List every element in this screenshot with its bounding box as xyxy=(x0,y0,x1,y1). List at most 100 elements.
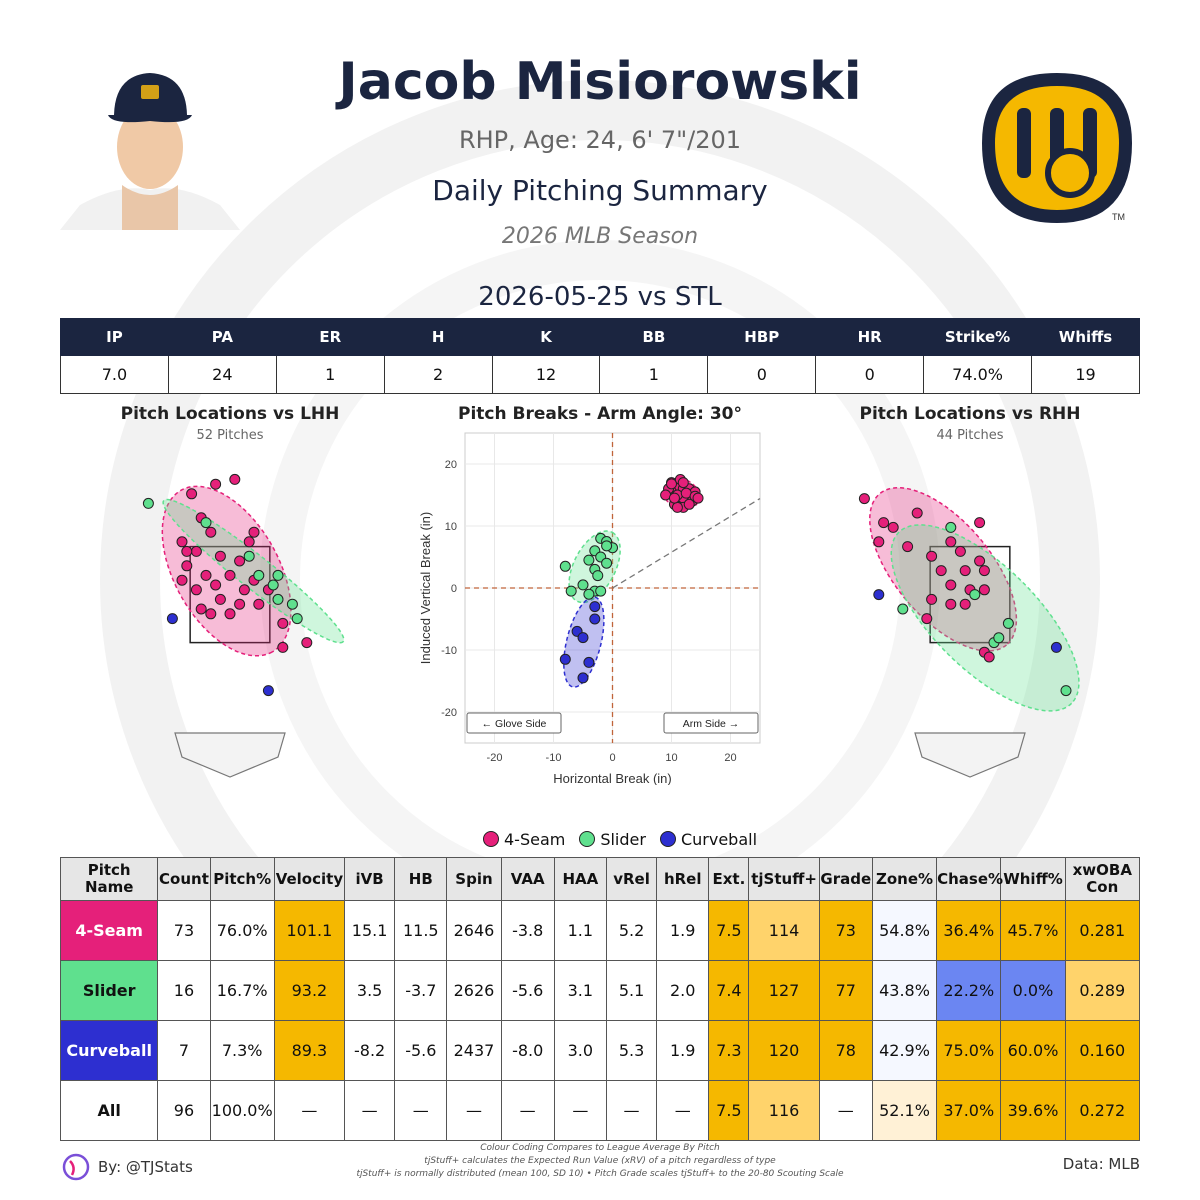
stat-line-table: IP PA ER H K BB HBP HR Strike% Whiffs 7.0 24 1 2 12 1 0… xyxy=(60,318,1140,394)
lhh-point-slider xyxy=(142,497,154,509)
lhh-location-plot xyxy=(142,473,345,778)
table-cell: -3.8 xyxy=(500,900,555,961)
breaks-point-curveball xyxy=(583,656,595,668)
rhh-point-4-seam xyxy=(954,545,966,557)
lhh-point-4-seam xyxy=(200,569,212,581)
rhh-point-4-seam xyxy=(902,541,914,553)
rhh-point-4-seam xyxy=(945,579,957,591)
rhh-point-slider xyxy=(945,521,957,533)
breaks-point-4-seam xyxy=(671,501,683,513)
table-cell: 5.3 xyxy=(605,1020,658,1081)
stat-value-k: 12 xyxy=(491,355,601,394)
rhh-point-slider xyxy=(969,589,981,601)
table-cell: 5.2 xyxy=(605,900,658,961)
pitch-header-ivb: iVB xyxy=(344,857,396,901)
pitch-header-count: Count xyxy=(157,857,211,901)
stat-header-h: H xyxy=(383,318,493,356)
breaks-point-curveball xyxy=(589,601,601,613)
table-cell: 3.0 xyxy=(553,1020,607,1081)
table-row: 4-Seam 73 76.0% 101.1 15.1 11.5 2646 -3.8 1.1 5.2… xyxy=(59,900,1141,961)
table-cell: 100.0% xyxy=(209,1080,275,1141)
table-cell: 37.0% xyxy=(936,1080,1002,1141)
rhh-ellipse-slider xyxy=(890,524,1080,712)
rhh-home-plate xyxy=(914,732,1026,778)
pitch-header-velocity: Velocity xyxy=(273,857,346,901)
lhh-point-slider xyxy=(286,598,298,610)
breaks-xtick-label: 10 xyxy=(665,752,677,764)
pitch-header-hb: HB xyxy=(394,857,448,901)
lhh-point-4-seam xyxy=(186,488,198,500)
table-cell: — xyxy=(818,1080,873,1141)
breaks-xtick-label: 20 xyxy=(724,752,736,764)
table-cell: — xyxy=(605,1080,658,1141)
team-logo: TM xyxy=(982,73,1132,223)
breaks-point-slider xyxy=(583,588,595,600)
lhh-point-4-seam xyxy=(234,555,246,567)
breaks-point-slider xyxy=(577,579,589,591)
breaks-point-4-seam xyxy=(677,477,689,489)
table-cell: 77 xyxy=(818,960,873,1021)
rhh-point-4-seam xyxy=(945,536,957,548)
table-cell: 0.289 xyxy=(1064,960,1141,1021)
rhh-point-4-seam xyxy=(887,521,899,533)
rhh-point-slider xyxy=(897,603,909,615)
lhh-point-4-seam xyxy=(248,526,260,538)
breaks-point-slider xyxy=(595,585,607,597)
breaks-point-curveball xyxy=(589,613,601,625)
stat-header-k: K xyxy=(491,318,601,356)
table-cell: 116 xyxy=(748,1080,820,1141)
breaks-yaxis-label: Induced Vertical Break (in) xyxy=(418,512,433,664)
pitch-breaks-chart: -20 -10 0 10 20 -20 -10 0 10 20 ← Glove Side Arm Si… xyxy=(418,432,761,785)
table-cell: 89.3 xyxy=(273,1020,346,1081)
rhh-point-4-seam xyxy=(911,507,923,519)
table-cell: 5.1 xyxy=(605,960,658,1021)
rhh-point-curveball xyxy=(873,589,885,601)
table-cell: 73 xyxy=(818,900,873,961)
breaks-xtick-label: -20 xyxy=(487,752,503,764)
table-cell: 39.6% xyxy=(1000,1080,1066,1141)
breaks-point-slider xyxy=(565,585,577,597)
table-cell: 127 xyxy=(748,960,820,1021)
table-cell: 0.0% xyxy=(1000,960,1066,1021)
lhh-point-4-seam xyxy=(238,584,250,596)
table-cell: 60.0% xyxy=(1000,1020,1066,1081)
lhh-point-4-seam xyxy=(243,536,255,548)
table-cell: 7.3% xyxy=(209,1020,275,1081)
table-cell: 1.1 xyxy=(553,900,607,961)
breaks-title: Pitch Breaks - Arm Angle: 30° xyxy=(457,404,742,424)
lhh-point-4-seam xyxy=(181,560,193,572)
table-cell: -5.6 xyxy=(500,960,555,1021)
table-cell: 36.4% xyxy=(936,900,1002,961)
table-cell: 42.9% xyxy=(871,1020,938,1081)
lhh-point-4-seam xyxy=(176,574,188,586)
table-cell: 7.4 xyxy=(708,960,750,1021)
season-label: 2026 MLB Season xyxy=(501,224,699,249)
table-cell: — xyxy=(394,1080,448,1141)
pitch-legend: 4-Seam Slider Curveball xyxy=(470,828,770,850)
stat-value-strike: 74.0% xyxy=(923,355,1033,394)
table-row: Curveball 7 7.3% 89.3 -8.2 -5.6 2437 -8.0 3.0 5.3… xyxy=(59,1020,1141,1081)
pitch-header-spin: Spin xyxy=(446,857,502,901)
pitch-header-ext: Ext. xyxy=(708,857,750,901)
lhh-subtitle: 52 Pitches xyxy=(196,428,264,443)
breaks-point-4-seam xyxy=(666,478,677,490)
rhh-point-slider xyxy=(1060,685,1072,697)
pitch-header-vrel: vRel xyxy=(605,857,658,901)
stat-value-whiffs: 19 xyxy=(1031,355,1140,394)
report-title: Daily Pitching Summary xyxy=(432,174,768,207)
table-cell: 75.0% xyxy=(936,1020,1002,1081)
lhh-point-4-seam xyxy=(210,579,222,591)
footer-notes: Colour Coding Compares to League Average… xyxy=(300,1142,900,1181)
legend-item-slider: Slider xyxy=(579,830,646,849)
breaks-point-4-seam xyxy=(692,492,704,504)
pitch-name-curveball: Curveball xyxy=(59,1020,159,1081)
stat-header-ip: IP xyxy=(60,318,169,356)
rhh-point-4-seam xyxy=(974,517,986,529)
breaks-point-4-seam xyxy=(668,492,680,504)
rhh-subtitle: 44 Pitches xyxy=(936,428,1004,443)
table-cell: 78 xyxy=(818,1020,873,1081)
breaks-point-4-seam xyxy=(683,498,695,510)
lhh-point-4-seam xyxy=(205,608,217,620)
rhh-location-plot xyxy=(858,486,1080,778)
footer-note-3: tjStuff+ is normally distributed (mean 1… xyxy=(356,1169,844,1179)
